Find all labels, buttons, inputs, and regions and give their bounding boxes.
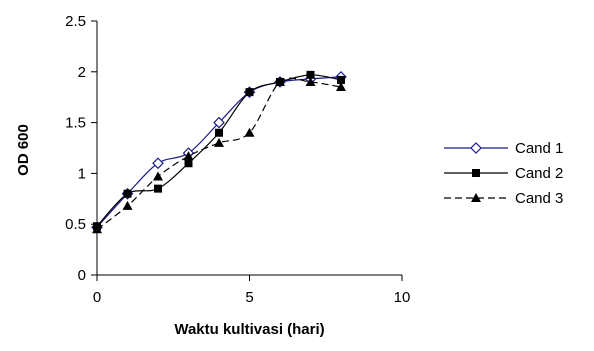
y-tick-label: 0.5 [65,216,86,233]
legend-marker-cand-1 [470,142,482,154]
x-axis-ticks: 0 5 10 [93,275,411,306]
x-tick-label: 0 [93,289,101,306]
data-point-cand-3 [305,76,316,86]
data-point-cand-3 [214,137,224,147]
legend-item-cand-1: Cand 1 [444,140,563,157]
y-tick-label: 1 [78,165,86,182]
x-axis-title: Waktu kultivasi (hari) [174,321,324,338]
y-tick-label: 1.5 [65,115,86,132]
y-axis-ticks: 0 0.5 1 1.5 2 2.5 [65,13,97,284]
data-point-cand-2 [123,189,132,198]
legend-item-cand-2: Cand 2 [444,165,563,182]
data-point-cand-3 [275,76,285,86]
legend-label-cand-2: Cand 2 [515,165,563,182]
series-line-cand-3 [96,77,342,230]
y-tick-label: 2.5 [65,13,86,30]
y-axis-title: OD 600 [15,124,32,176]
data-point-cand-2 [245,88,254,97]
data-point-cand-1 [213,116,225,129]
data-point-cand-2 [215,128,223,137]
x-tick-label: 10 [394,289,411,306]
y-tick-label: 2 [78,64,86,81]
data-point-cand-1 [152,157,164,170]
x-tick-label: 5 [245,289,253,306]
legend-marker-cand-3 [471,193,481,202]
data-point-cand-2 [154,184,162,193]
series-layer [91,70,347,234]
legend-label-cand-3: Cand 3 [515,190,563,207]
series-line-cand-1 [96,76,342,228]
series-line-cand-2 [96,74,342,227]
y-tick-label: 0 [78,267,86,284]
series-cand-3 [92,76,346,234]
data-point-cand-2 [306,70,315,79]
series-cand-2 [93,70,345,231]
data-point-cand-2 [337,75,345,84]
data-point-cand-2 [184,159,193,168]
data-point-cand-3 [153,171,163,181]
legend: Cand 1 Cand 2 Cand 3 [444,140,563,207]
data-point-cand-3 [183,151,194,161]
axes-layer: 0 0.5 1 1.5 2 2.5 0 5 10 OD 600 Waktu kultivasi… [15,13,410,338]
data-point-cand-3 [244,127,255,137]
legend-marker-cand-2 [472,169,480,177]
data-point-cand-3 [92,224,102,234]
data-point-cand-3 [336,82,346,92]
legend-item-cand-3: Cand 3 [444,190,563,207]
data-point-cand-3 [122,200,133,210]
legend-label-cand-1: Cand 1 [515,140,563,157]
